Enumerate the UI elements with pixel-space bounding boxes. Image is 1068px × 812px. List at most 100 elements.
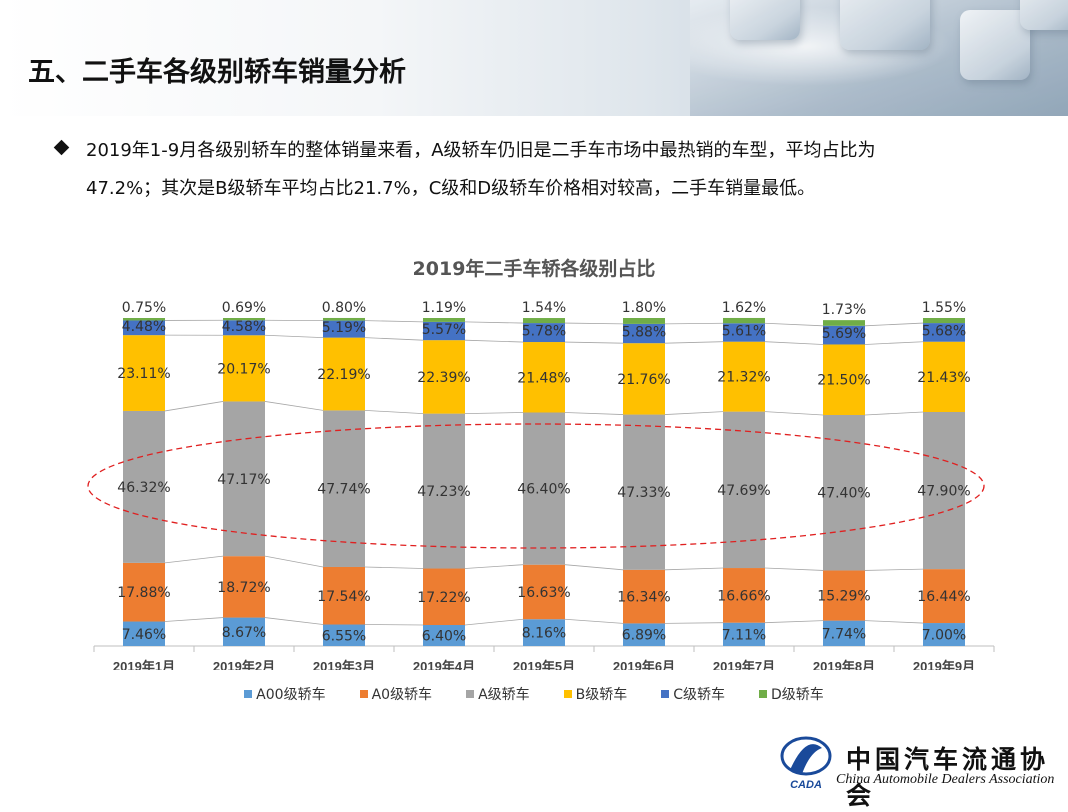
series-connector-line (165, 556, 223, 563)
series-connector-line (565, 342, 623, 343)
legend-swatch (759, 690, 767, 698)
data-label: 21.48% (517, 370, 570, 386)
legend-label: B级轿车 (576, 684, 628, 704)
data-label: 5.19% (322, 320, 366, 336)
data-label: 4.58% (222, 319, 266, 335)
series-connector-line (165, 618, 223, 622)
association-name-en: China Automobile Dealers Association (836, 772, 1054, 788)
x-tick-label: 2019年1月 (113, 659, 175, 670)
legend-item: D级轿车 (759, 684, 824, 704)
legend-swatch (661, 690, 669, 698)
data-label: 6.55% (322, 628, 366, 644)
series-connector-line (665, 568, 723, 570)
x-tick-label: 2019年9月 (913, 659, 975, 670)
data-label: 5.57% (422, 322, 466, 338)
bar-segment (523, 318, 565, 323)
x-tick-label: 2019年2月 (213, 659, 275, 670)
data-label: 5.88% (622, 325, 666, 341)
data-label: 7.11% (722, 627, 766, 643)
legend-item: A00级轿车 (244, 684, 325, 704)
series-connector-line (465, 340, 523, 342)
data-label: 5.61% (722, 323, 766, 339)
series-connector-line (865, 412, 923, 415)
data-label: 16.63% (517, 585, 570, 601)
data-label: 17.54% (317, 589, 370, 605)
data-label: 7.00% (922, 628, 966, 644)
bar-segment (823, 320, 865, 326)
data-label: 47.69% (717, 483, 770, 499)
series-connector-line (565, 619, 623, 623)
legend-label: D级轿车 (771, 684, 824, 704)
data-label: 46.40% (517, 482, 570, 498)
series-connector-line (465, 565, 523, 569)
data-label: 21.43% (917, 370, 970, 386)
data-label: 47.17% (217, 472, 270, 488)
data-label: 0.75% (122, 300, 166, 316)
data-label: 47.40% (817, 486, 870, 502)
series-connector-line (365, 410, 423, 413)
series-connector-line (765, 568, 823, 570)
series-connector-line (465, 322, 523, 323)
bar-segment (723, 318, 765, 323)
legend-label: A0级轿车 (372, 684, 432, 704)
x-tick-label: 2019年8月 (813, 659, 875, 670)
series-connector-line (265, 401, 323, 410)
x-tick-label: 2019年6月 (613, 659, 675, 670)
series-connector-line (565, 565, 623, 570)
x-tick-label: 2019年3月 (313, 659, 375, 670)
series-connector-line (665, 412, 723, 415)
data-label: 21.50% (817, 373, 870, 389)
series-connector-line (265, 618, 323, 625)
summary-line-1: 2019年1-9月各级别轿车的整体销量来看，A级轿车仍旧是二手车市场中最热销的车… (86, 132, 1016, 170)
data-label: 7.74% (822, 626, 866, 642)
series-connector-line (565, 412, 623, 414)
data-label: 6.40% (422, 629, 466, 645)
data-label: 47.74% (317, 482, 370, 498)
data-label: 22.19% (317, 367, 370, 383)
series-connector-line (465, 412, 523, 413)
data-label: 47.23% (417, 484, 470, 500)
legend-item: A0级轿车 (360, 684, 432, 704)
data-label: 1.55% (922, 300, 966, 316)
data-label: 47.90% (917, 484, 970, 500)
series-connector-line (165, 401, 223, 411)
diamond-bullet-icon (54, 140, 70, 156)
series-connector-line (465, 619, 523, 625)
series-connector-line (365, 321, 423, 322)
bar-segment (923, 318, 965, 323)
legend-label: C级轿车 (673, 684, 725, 704)
data-label: 22.39% (417, 370, 470, 386)
data-label: 1.54% (522, 300, 566, 316)
data-label: 5.78% (522, 324, 566, 340)
legend-swatch (360, 690, 368, 698)
series-connector-line (765, 621, 823, 623)
legend-item: A级轿车 (466, 684, 530, 704)
series-connector-line (765, 342, 823, 345)
summary-text: 2019年1-9月各级别轿车的整体销量来看，A级轿车仍旧是二手车市场中最热销的车… (86, 132, 1016, 208)
data-label: 4.48% (122, 319, 166, 335)
legend-label: A00级轿车 (256, 684, 325, 704)
series-connector-line (865, 342, 923, 345)
series-connector-line (865, 569, 923, 570)
data-label: 21.32% (717, 370, 770, 386)
chart-title: 2019年二手车轿各级别占比 (0, 254, 1068, 281)
data-label: 1.62% (722, 300, 766, 316)
data-label: 47.33% (617, 485, 670, 501)
data-label: 15.29% (817, 589, 870, 605)
data-label: 1.73% (822, 302, 866, 318)
summary-line-2: 47.2%；其次是B级轿车平均占比21.7%，C级和D级轿车价格相对较高，二手车… (86, 170, 1016, 208)
legend-swatch (466, 690, 474, 698)
series-connector-line (665, 323, 723, 324)
data-label: 16.66% (717, 588, 770, 604)
legend-item: C级轿车 (661, 684, 725, 704)
data-label: 20.17% (217, 361, 270, 377)
x-tick-label: 2019年4月 (413, 659, 475, 670)
legend-swatch (244, 690, 252, 698)
data-label: 1.80% (622, 300, 666, 316)
series-connector-line (365, 338, 423, 341)
legend-swatch (564, 690, 572, 698)
data-label: 5.69% (822, 326, 866, 342)
data-label: 46.32% (117, 480, 170, 496)
series-connector-line (865, 323, 923, 326)
